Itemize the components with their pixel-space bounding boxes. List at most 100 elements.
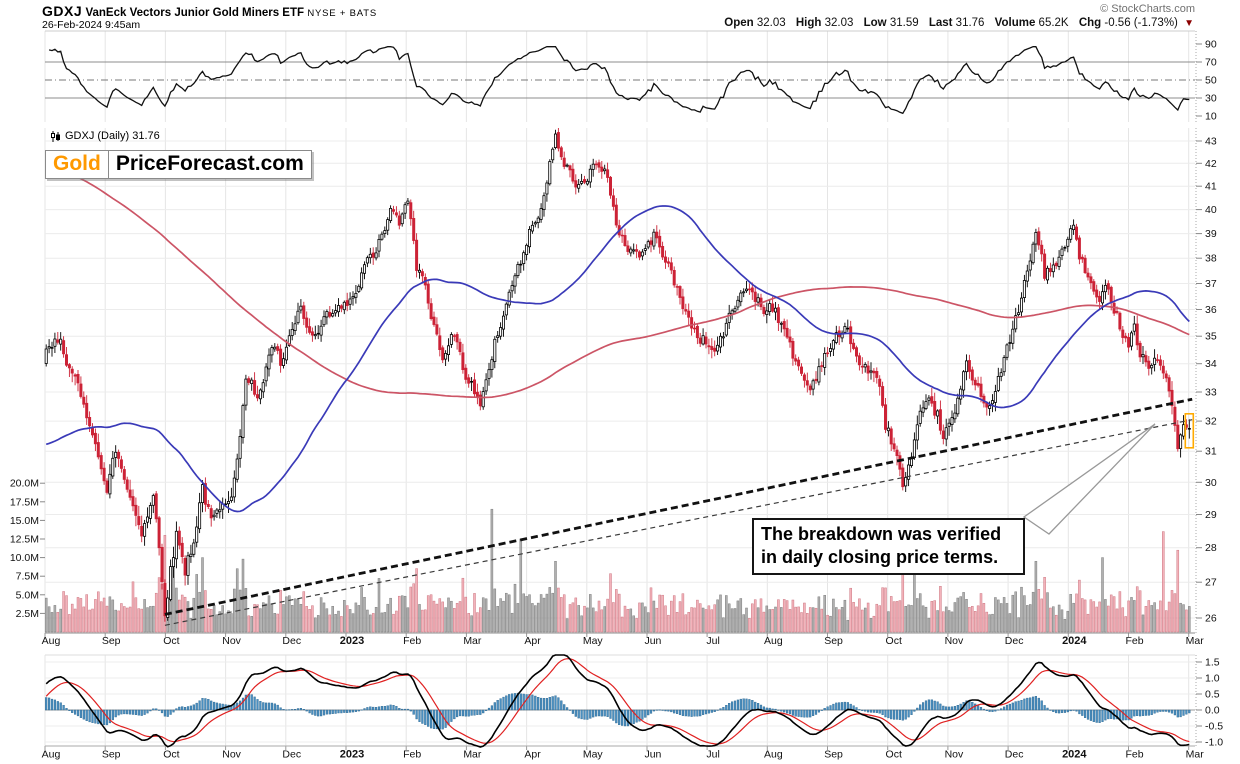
rsi-tick-label: 50 [1205, 75, 1217, 87]
price-tick-label: 43 [1205, 136, 1217, 148]
annotation-line2: in daily closing price terms. [761, 547, 999, 567]
last-value: 31.76 [955, 17, 985, 29]
chg-label: Chg [1078, 17, 1102, 29]
month-label-bottom: 2024 [1062, 749, 1087, 761]
month-label-bottom: Aug [764, 749, 783, 761]
month-label: Feb [1125, 635, 1143, 647]
price-tick-label: 27 [1205, 577, 1217, 589]
low-label: Low [863, 17, 887, 29]
rsi-tick-label: 10 [1205, 111, 1217, 123]
month-label-bottom: Mar [463, 749, 482, 761]
month-label: Aug [764, 635, 783, 647]
month-label-bottom: Jun [644, 749, 661, 761]
month-label: Sep [824, 635, 843, 647]
price-tick-label: 31 [1205, 446, 1217, 458]
copyright: © StockCharts.com [1100, 3, 1195, 15]
series-label: GDXJ (Daily) 31.76 [50, 130, 160, 142]
volume-tick-label: 5.0M [16, 589, 39, 601]
month-label: Aug [42, 635, 61, 647]
symbol: GDXJ [42, 3, 83, 19]
last-candle-highlight [1184, 412, 1195, 449]
volume-tick-label: 15.0M [10, 515, 39, 527]
macd-tick-label: 1.5 [1205, 657, 1220, 669]
month-label: Oct [163, 635, 179, 647]
chg-down-triangle-icon[interactable]: ▼ [1184, 18, 1194, 29]
month-label: Nov [945, 635, 964, 647]
volume-bars [44, 508, 1191, 633]
month-label-bottom: Feb [403, 749, 421, 761]
volume-tick-label: 10.0M [10, 552, 39, 564]
month-label: Jun [644, 635, 661, 647]
volume-tick-label: 7.5M [16, 571, 39, 583]
price-tick-label: 36 [1205, 304, 1217, 316]
trendline-thin-dashed[interactable] [164, 419, 1193, 626]
macd-tick-label: 0.0 [1205, 705, 1220, 717]
macd-tick-label: 0.5 [1205, 689, 1220, 701]
price-tick-label: 29 [1205, 509, 1217, 521]
month-label-bottom: Dec [282, 749, 301, 761]
axis-labels: 90 70 50 30 10 43 42 41 40 39 38 37 36 35 34 33 32 31 30 29… [10, 39, 1223, 749]
month-label-bottom: Nov [945, 749, 964, 761]
month-label-bottom: 2023 [340, 749, 364, 761]
rsi-tick-label: 70 [1205, 57, 1217, 69]
month-labels: Aug Aug Sep Sep Oct Oct Nov Nov Dec Dec 2023 2023 Fe… [42, 635, 1205, 761]
month-label-bottom: Sep [102, 749, 121, 761]
month-label-bottom: Aug [42, 749, 61, 761]
rsi-line [48, 46, 1190, 115]
price-tick-label: 30 [1205, 477, 1217, 489]
month-label: 2024 [1062, 635, 1087, 647]
month-label: Dec [1005, 635, 1024, 647]
chart-header: GDXJ VanEck Vectors Junior Gold Miners E… [42, 3, 377, 19]
chart-style-icon [51, 130, 60, 142]
price-tick-label: 34 [1205, 358, 1217, 370]
price-tick-label: 37 [1205, 278, 1217, 290]
price-tick-label: 40 [1205, 204, 1217, 216]
goldpriceforecast-logo[interactable]: Gold PriceForecast.com [45, 150, 312, 179]
month-label: Oct [886, 635, 902, 647]
month-label-bottom: Sep [824, 749, 843, 761]
month-label-bottom: Apr [524, 749, 541, 761]
month-label-bottom: Feb [1125, 749, 1143, 761]
macd-tick-label: -0.5 [1205, 721, 1223, 733]
price-tick-label: 35 [1205, 331, 1217, 343]
quote-bar: Open 32.03 High 32.03 Low 31.59 Last 31.… [717, 17, 1194, 29]
annotation-line1: The breakdown was verified [761, 524, 1002, 544]
volume-value: 65.2K [1038, 17, 1069, 29]
month-label-bottom: Dec [1005, 749, 1024, 761]
volume-tick-label: 20.0M [10, 478, 39, 490]
month-label-bottom: Jul [706, 749, 719, 761]
month-label: Mar [463, 635, 482, 647]
annotation-box: The breakdown was verified in daily clos… [752, 518, 1025, 575]
volume-tick-label: 2.5M [16, 608, 39, 620]
month-label: Mar [1186, 635, 1205, 647]
gridlines [44, 30, 1197, 750]
series-label-text: GDXJ (Daily) 31.76 [65, 130, 160, 142]
price-tick-label: 32 [1205, 416, 1217, 428]
macd-line [45, 654, 1190, 748]
price-tick-label: 41 [1205, 181, 1217, 193]
month-label: Feb [403, 635, 421, 647]
instrument-title: VanEck Vectors Junior Gold Miners ETF [85, 7, 305, 19]
chg-value: -0.56 (-1.73%) [1104, 17, 1178, 29]
sma50-line [45, 205, 1190, 513]
month-label: Sep [102, 635, 121, 647]
price-tick-label: 26 [1205, 613, 1217, 625]
last-label: Last [928, 17, 953, 29]
month-label-bottom: Mar [1186, 749, 1205, 761]
exchange: NYSE + BATS [307, 8, 377, 19]
open-label: Open [724, 17, 754, 29]
low-value: 31.59 [889, 17, 919, 29]
macd-panel [45, 654, 1195, 748]
price-tick-label: 38 [1205, 253, 1217, 265]
high-value: 32.03 [824, 17, 854, 29]
sma200-line [45, 161, 1190, 399]
month-label: 2023 [340, 635, 364, 647]
trendline-bold-dashed[interactable] [164, 397, 1193, 616]
rsi-tick-label: 30 [1205, 93, 1217, 105]
volume-tick-label: 12.5M [10, 534, 39, 546]
volume-label: Volume [994, 17, 1036, 29]
logo-rest-text: PriceForecast.com [108, 151, 311, 178]
rsi-panel [45, 46, 1195, 115]
month-label-bottom: Oct [163, 749, 179, 761]
